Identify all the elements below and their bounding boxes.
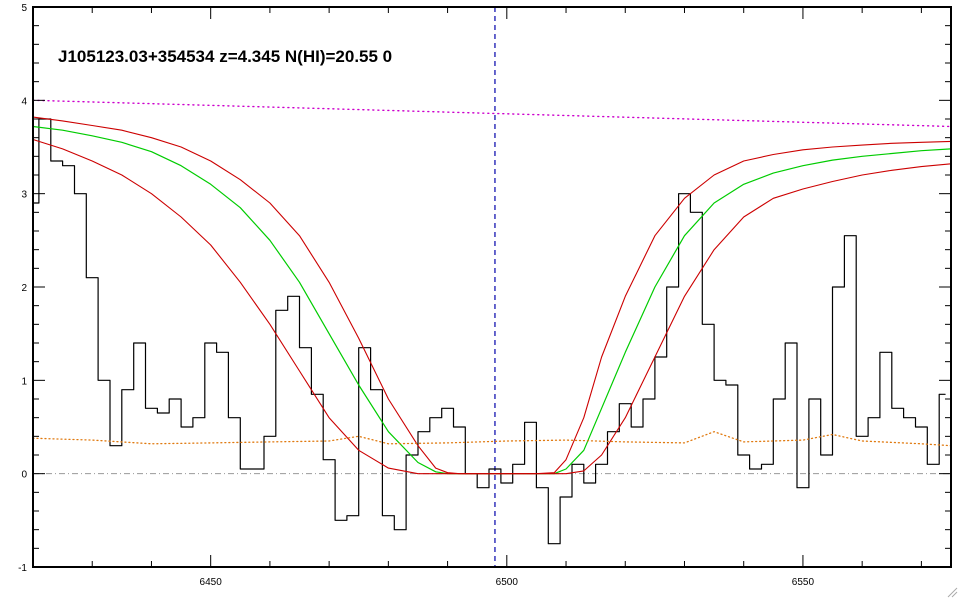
y-tick-label: -1 xyxy=(18,563,27,574)
ticks-layer: 6450 6500 6550 -1 0 1 2 3 4 5 xyxy=(18,3,951,588)
y-tick-label: 1 xyxy=(21,376,27,387)
series-fit-lower xyxy=(32,138,952,475)
y-tick-label: 3 xyxy=(21,190,27,201)
x-tick-label: 6500 xyxy=(496,577,519,588)
series-layer xyxy=(32,99,952,545)
x-tick-label: 6450 xyxy=(200,577,223,588)
y-tick-label: 2 xyxy=(21,283,27,294)
chart-title: J105123.03+354534 z=4.345 N(HI)=20.55 0 xyxy=(58,47,392,66)
y-tick-label: 4 xyxy=(21,96,27,107)
series-continuum xyxy=(32,99,952,128)
y-tick-label: 0 xyxy=(21,470,27,481)
x-tick-label: 6550 xyxy=(792,577,815,588)
y-tick-label: 5 xyxy=(21,3,27,14)
series-error xyxy=(32,431,952,447)
series-flux xyxy=(32,118,946,545)
resize-grip-icon xyxy=(947,587,958,598)
